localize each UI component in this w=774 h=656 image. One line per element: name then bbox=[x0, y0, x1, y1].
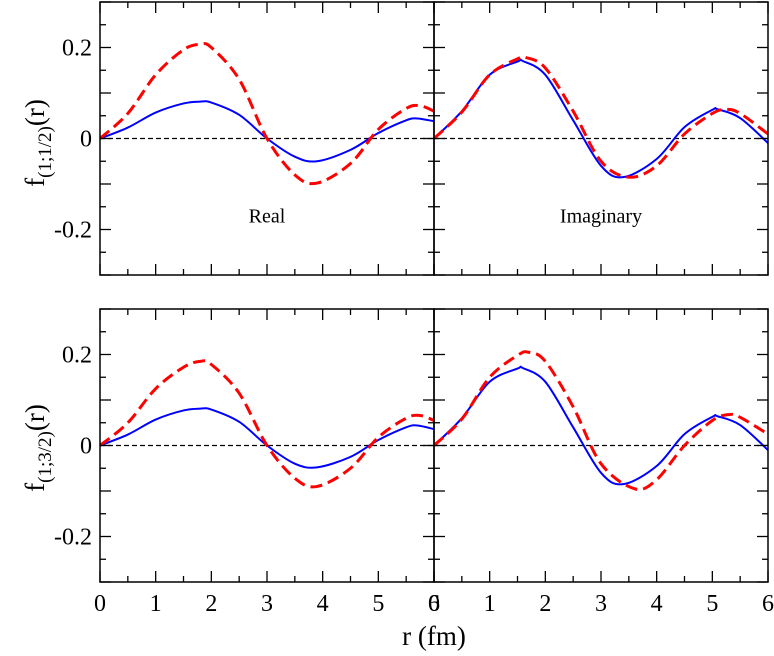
x-tick-label: 3 bbox=[595, 591, 607, 617]
panel-bottom-left: -0.2 0 0.2 0 1 2 3 4 5 6 bbox=[54, 308, 440, 617]
x-tick-label: 4 bbox=[317, 591, 329, 617]
x-tick-label: 6 bbox=[762, 591, 774, 617]
y-tick-label: -0.2 bbox=[54, 218, 92, 244]
y-tick-label: 0.2 bbox=[62, 36, 92, 62]
series-dashed-red bbox=[434, 55, 768, 179]
ylabel-bottom: f(1;3/2)(r) bbox=[20, 404, 56, 492]
x-tick-label: 4 bbox=[651, 591, 663, 617]
panel-annotation: Imaginary bbox=[560, 206, 642, 228]
x-tick-label: 2 bbox=[539, 591, 551, 617]
x-tick-label: 5 bbox=[372, 591, 384, 617]
x-tick-label: 6 bbox=[428, 591, 440, 617]
panel-top-right: Imaginary bbox=[433, 1, 769, 276]
y-tick-label: 0.2 bbox=[62, 343, 92, 369]
panel-bottom-right: 0 1 2 3 4 5 6 bbox=[428, 308, 774, 617]
series-dashed-red bbox=[100, 359, 434, 489]
x-tick-label: 3 bbox=[261, 591, 273, 617]
series-solid-blue bbox=[100, 407, 434, 469]
series-solid-blue bbox=[434, 365, 768, 486]
panel-annotation: Real bbox=[249, 206, 286, 228]
panel-top-left: -0.2 0 0.2 Real bbox=[54, 1, 435, 276]
x-tick-label: 5 bbox=[706, 591, 718, 617]
y-axis-titles: f(1;1/2)(r) f(1;3/2)(r) bbox=[20, 99, 56, 492]
x-tick-label: 0 bbox=[428, 591, 440, 617]
series-solid-blue bbox=[100, 100, 434, 163]
xlabel: r (fm) bbox=[402, 621, 466, 651]
y-tick-label: -0.2 bbox=[54, 525, 92, 551]
y-tick-label: 0 bbox=[80, 127, 92, 153]
x-tick-label: 2 bbox=[205, 591, 217, 617]
ylabel-top: f(1;1/2)(r) bbox=[20, 99, 56, 187]
series-dashed-red bbox=[434, 350, 768, 491]
y-tick-label: 0 bbox=[80, 434, 92, 460]
series-dashed-red bbox=[100, 42, 434, 186]
x-tick-label: 1 bbox=[484, 591, 496, 617]
x-tick-label: 0 bbox=[94, 591, 106, 617]
x-tick-label: 1 bbox=[150, 591, 162, 617]
